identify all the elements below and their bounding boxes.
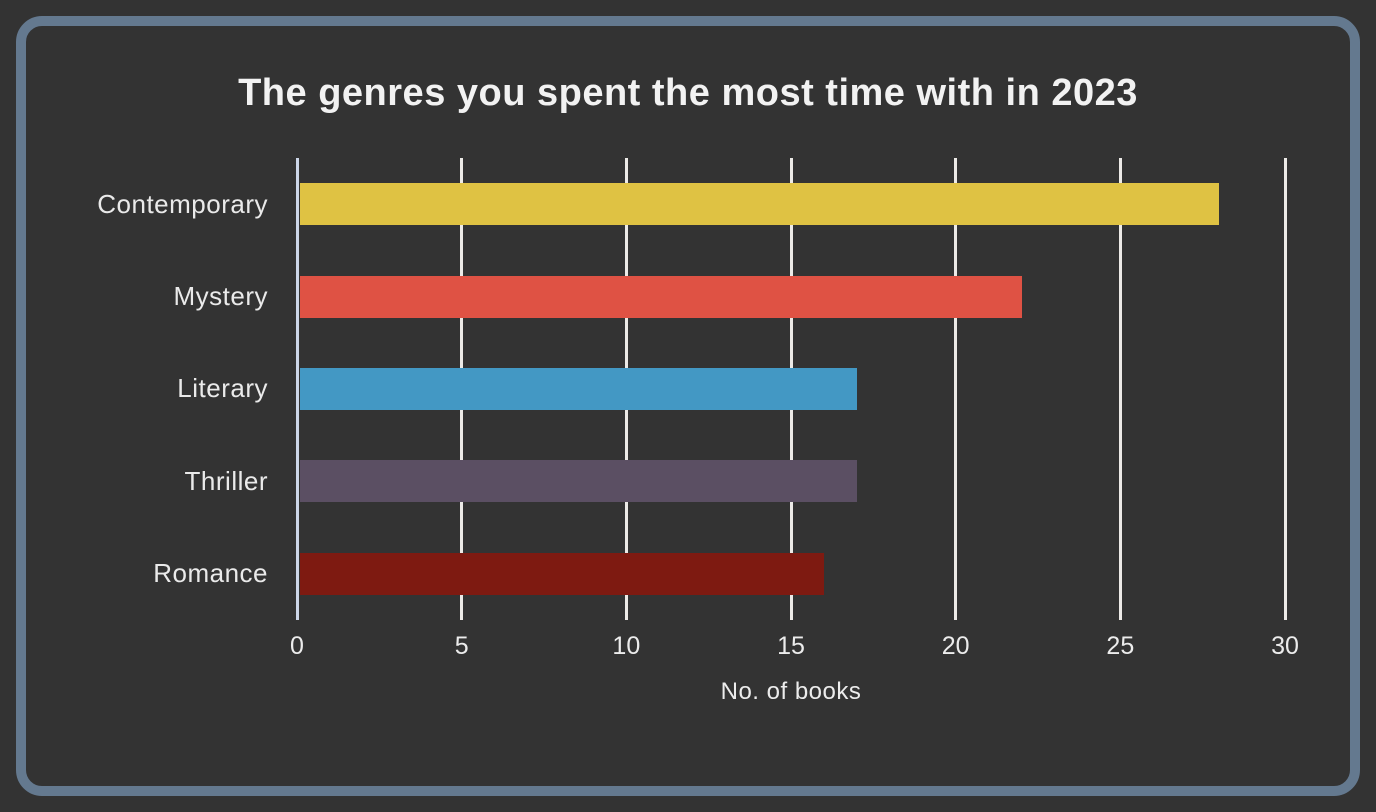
category-label-mystery: Mystery bbox=[173, 281, 268, 312]
bar-mystery bbox=[300, 275, 1022, 318]
x-tick-label-30: 30 bbox=[1271, 632, 1299, 660]
chart-title: The genres you spent the most time with … bbox=[238, 72, 1138, 114]
bar-contemporary bbox=[300, 183, 1220, 226]
x-tick-label-0: 0 bbox=[290, 632, 304, 660]
x-tick-label-5: 5 bbox=[454, 632, 469, 660]
x-tick-label-10: 10 bbox=[612, 632, 641, 660]
bar-thriller bbox=[300, 460, 857, 503]
bar-literary bbox=[300, 368, 857, 410]
x-tick-label-20: 20 bbox=[941, 632, 970, 660]
gridline-20 bbox=[954, 158, 958, 620]
plot-area bbox=[295, 158, 1287, 620]
x-tick-label-25: 25 bbox=[1106, 632, 1135, 660]
y-axis-line bbox=[295, 158, 299, 620]
category-label-thriller: Thriller bbox=[184, 465, 268, 496]
x-tick-label-15: 15 bbox=[777, 632, 805, 660]
gridline-25 bbox=[1118, 158, 1122, 620]
x-axis-label: No. of books bbox=[720, 678, 862, 705]
gridline-30 bbox=[1283, 158, 1287, 620]
bar-romance bbox=[300, 552, 824, 595]
category-label-romance: Romance bbox=[153, 558, 268, 589]
category-label-literary: Literary bbox=[177, 373, 268, 404]
category-label-contemporary: Contemporary bbox=[97, 188, 268, 219]
